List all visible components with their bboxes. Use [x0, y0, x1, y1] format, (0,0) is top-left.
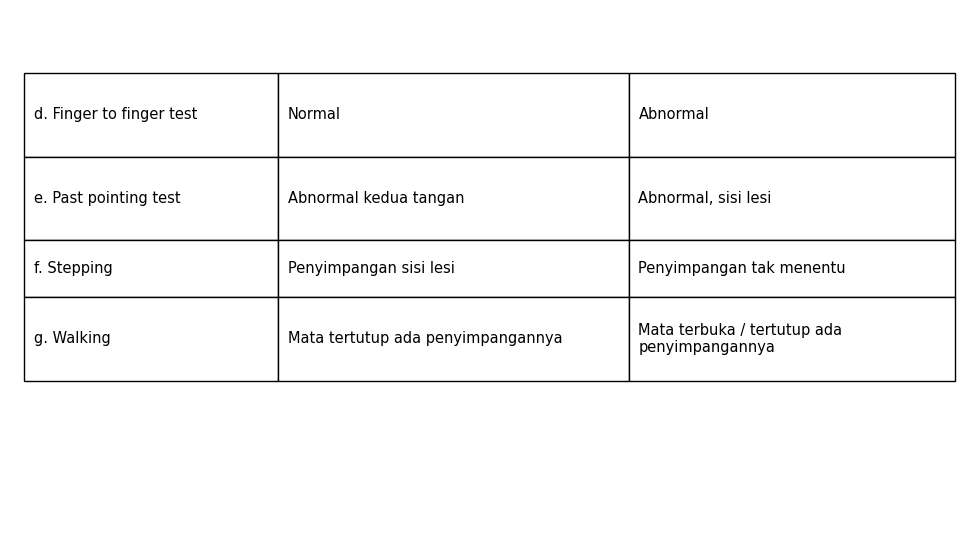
Text: Abnormal kedua tangan: Abnormal kedua tangan: [288, 191, 465, 206]
Bar: [629, 297, 955, 381]
Bar: [24, 157, 278, 240]
Bar: [278, 157, 629, 240]
Bar: [278, 240, 629, 297]
Text: Abnormal: Abnormal: [638, 107, 709, 122]
Text: Penyimpangan sisi lesi: Penyimpangan sisi lesi: [288, 261, 455, 276]
Text: Penyimpangan tak menentu: Penyimpangan tak menentu: [638, 261, 846, 276]
Text: Abnormal, sisi lesi: Abnormal, sisi lesi: [638, 191, 772, 206]
Bar: [629, 240, 955, 297]
Text: Normal: Normal: [288, 107, 341, 122]
Bar: [629, 157, 955, 240]
Bar: [278, 73, 629, 157]
Text: g. Walking: g. Walking: [34, 332, 110, 346]
Bar: [24, 73, 278, 157]
Bar: [629, 73, 955, 157]
Text: d. Finger to finger test: d. Finger to finger test: [34, 107, 197, 122]
Text: f. Stepping: f. Stepping: [34, 261, 112, 276]
Text: Mata terbuka / tertutup ada
penyimpangannya: Mata terbuka / tertutup ada penyimpangan…: [638, 323, 843, 355]
Bar: [278, 297, 629, 381]
Bar: [24, 240, 278, 297]
Text: e. Past pointing test: e. Past pointing test: [34, 191, 180, 206]
Bar: [24, 297, 278, 381]
Text: Mata tertutup ada penyimpangannya: Mata tertutup ada penyimpangannya: [288, 332, 563, 346]
